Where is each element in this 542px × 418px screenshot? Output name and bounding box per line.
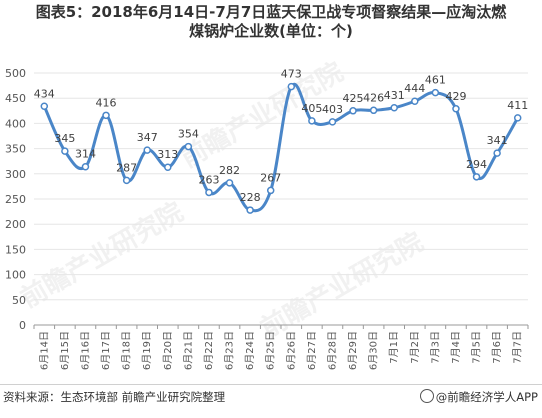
data-point (431, 88, 440, 97)
x-tick-label: 6月25日 (265, 331, 277, 370)
y-tick-label: 150 (5, 243, 26, 256)
x-tick-label: 7月7日 (512, 331, 524, 364)
data-label: 426 (363, 91, 384, 104)
data-label: 425 (343, 92, 364, 105)
data-point (164, 163, 172, 171)
x-tick-label: 6月21日 (182, 331, 194, 370)
x-tick-label: 7月6日 (491, 331, 503, 364)
y-tick-label: 250 (5, 193, 26, 206)
data-point (452, 105, 460, 113)
data-label: 341 (487, 134, 508, 147)
data-point (143, 146, 151, 154)
x-tick-label: 6月16日 (79, 331, 91, 370)
data-label: 431 (384, 89, 405, 102)
y-tick-label: 500 (5, 67, 26, 80)
data-label: 354 (178, 128, 199, 141)
x-tick-label: 7月4日 (450, 331, 462, 364)
data-label: 228 (240, 191, 261, 204)
x-tick-label: 6月17日 (100, 331, 112, 370)
data-label: 473 (281, 68, 302, 81)
x-tick-label: 7月1日 (388, 331, 400, 364)
x-tick-label: 6月15日 (59, 331, 71, 370)
data-label: 416 (96, 96, 117, 109)
x-tick-label: 6月14日 (38, 331, 50, 370)
y-tick-label: 450 (5, 92, 26, 105)
data-label: 345 (54, 132, 75, 145)
data-label: 403 (322, 103, 343, 116)
y-tick-label: 50 (12, 294, 26, 307)
x-tick-label: 6月22日 (203, 331, 215, 370)
x-tick-label: 6月28日 (326, 331, 338, 370)
data-label: 411 (507, 99, 528, 112)
footer-divider (0, 384, 542, 385)
data-label: 294 (466, 158, 487, 171)
x-tick-label: 6月29日 (347, 331, 359, 370)
x-tick-label: 7月3日 (429, 331, 441, 364)
brand-label: @前瞻经济学人APP (419, 389, 538, 405)
data-label: 429 (445, 90, 466, 103)
x-tick-label: 6月19日 (141, 331, 153, 370)
data-point (40, 102, 49, 111)
data-label: 313 (157, 148, 178, 161)
x-tick-label: 6月30日 (368, 331, 380, 370)
brand-text: @前瞻经济学人APP (435, 390, 538, 404)
data-point (493, 149, 501, 157)
data-point (102, 111, 110, 120)
x-tick-label: 7月5日 (471, 331, 483, 364)
data-label: 314 (75, 148, 96, 161)
data-label: 461 (425, 74, 446, 87)
data-point (472, 173, 481, 181)
data-point (61, 147, 69, 155)
x-tick-label: 6月26日 (285, 331, 297, 370)
data-label: 267 (260, 171, 281, 184)
data-label: 282 (219, 164, 240, 177)
data-point (287, 82, 296, 91)
x-tick-label: 6月18日 (121, 331, 133, 370)
data-point (349, 107, 357, 115)
data-point (328, 118, 337, 126)
data-point (308, 117, 316, 125)
data-point (266, 186, 275, 195)
source-note: 资料来源：生态环境部 前瞻产业研究院整理 (3, 390, 226, 404)
data-point (411, 97, 419, 105)
data-point (184, 142, 193, 151)
data-label: 444 (404, 82, 425, 95)
y-tick-label: 300 (5, 168, 26, 181)
data-label: 263 (198, 173, 219, 186)
data-point (369, 106, 378, 115)
data-point (390, 104, 398, 112)
data-label: 405 (301, 102, 322, 115)
chart-title: 图表5：2018年6月14日-7月7日蓝天保卫战专项督察结果—应淘汰燃 煤锅炉企… (0, 3, 542, 41)
title-block: 图表5：2018年6月14日-7月7日蓝天保卫战专项督察结果—应淘汰燃 煤锅炉企… (0, 3, 542, 41)
data-label: 347 (137, 131, 158, 144)
data-label: 434 (34, 87, 55, 100)
data-point (225, 179, 234, 187)
data-label: 287 (116, 161, 137, 174)
x-tick-label: 6月23日 (224, 331, 236, 370)
chart-title-line-2: 煤锅炉企业数(单位：个) (189, 22, 353, 40)
y-tick-label: 0 (19, 319, 26, 332)
chart-title-line-1: 图表5：2018年6月14日-7月7日蓝天保卫战专项督察结果—应淘汰燃 (35, 3, 507, 21)
x-tick-label: 6月24日 (244, 331, 256, 370)
data-point (513, 114, 522, 122)
data-point (122, 176, 131, 185)
y-tick-label: 200 (5, 218, 26, 231)
data-point (81, 162, 90, 171)
y-tick-label: 100 (5, 269, 26, 282)
x-tick-label: 7月2日 (409, 331, 421, 364)
data-point (205, 188, 213, 197)
y-tick-label: 350 (5, 143, 26, 156)
brand-icon (419, 389, 434, 403)
x-tick-label: 6月27日 (306, 331, 318, 370)
x-tick-label: 6月20日 (162, 331, 174, 370)
line-chart: 0 50 100 150 200 250 300 350 400 450 500 6月14日 6月15日… (5, 67, 529, 370)
data-point (246, 206, 254, 214)
y-tick-label: 400 (5, 117, 26, 130)
